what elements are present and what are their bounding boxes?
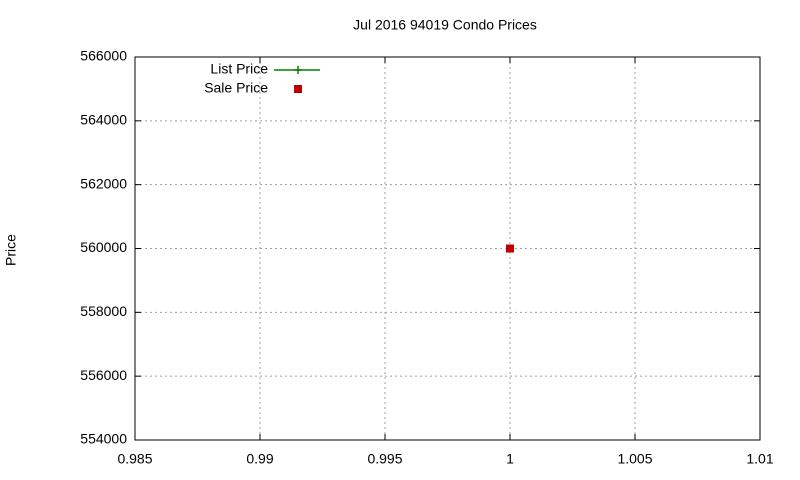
- legend-marker: [294, 66, 302, 74]
- x-tick-label: 1.01: [746, 451, 773, 467]
- data-point: [506, 244, 514, 253]
- x-tick-label: 0.99: [246, 451, 273, 467]
- x-tick-label: 1: [506, 451, 514, 467]
- y-tick-label: 558000: [80, 303, 127, 319]
- plot-border: [134, 56, 761, 441]
- y-tick-label: 566000: [80, 48, 127, 64]
- x-tick-label: 1.005: [617, 451, 652, 467]
- legend-label: List Price: [210, 61, 268, 77]
- y-tick-label: 554000: [80, 431, 127, 447]
- y-tick-label: 556000: [80, 367, 127, 383]
- y-tick-label: 560000: [80, 239, 127, 255]
- y-tick-label: 564000: [80, 112, 127, 128]
- y-axis-label: Price: [3, 234, 19, 266]
- legend-marker: [294, 85, 302, 93]
- x-tick-label: 0.995: [367, 451, 402, 467]
- x-tick-label: 0.985: [117, 451, 152, 467]
- y-tick-label: 562000: [80, 175, 127, 191]
- chart-title: Jul 2016 94019 Condo Prices: [353, 17, 537, 33]
- legend-label: Sale Price: [204, 80, 268, 96]
